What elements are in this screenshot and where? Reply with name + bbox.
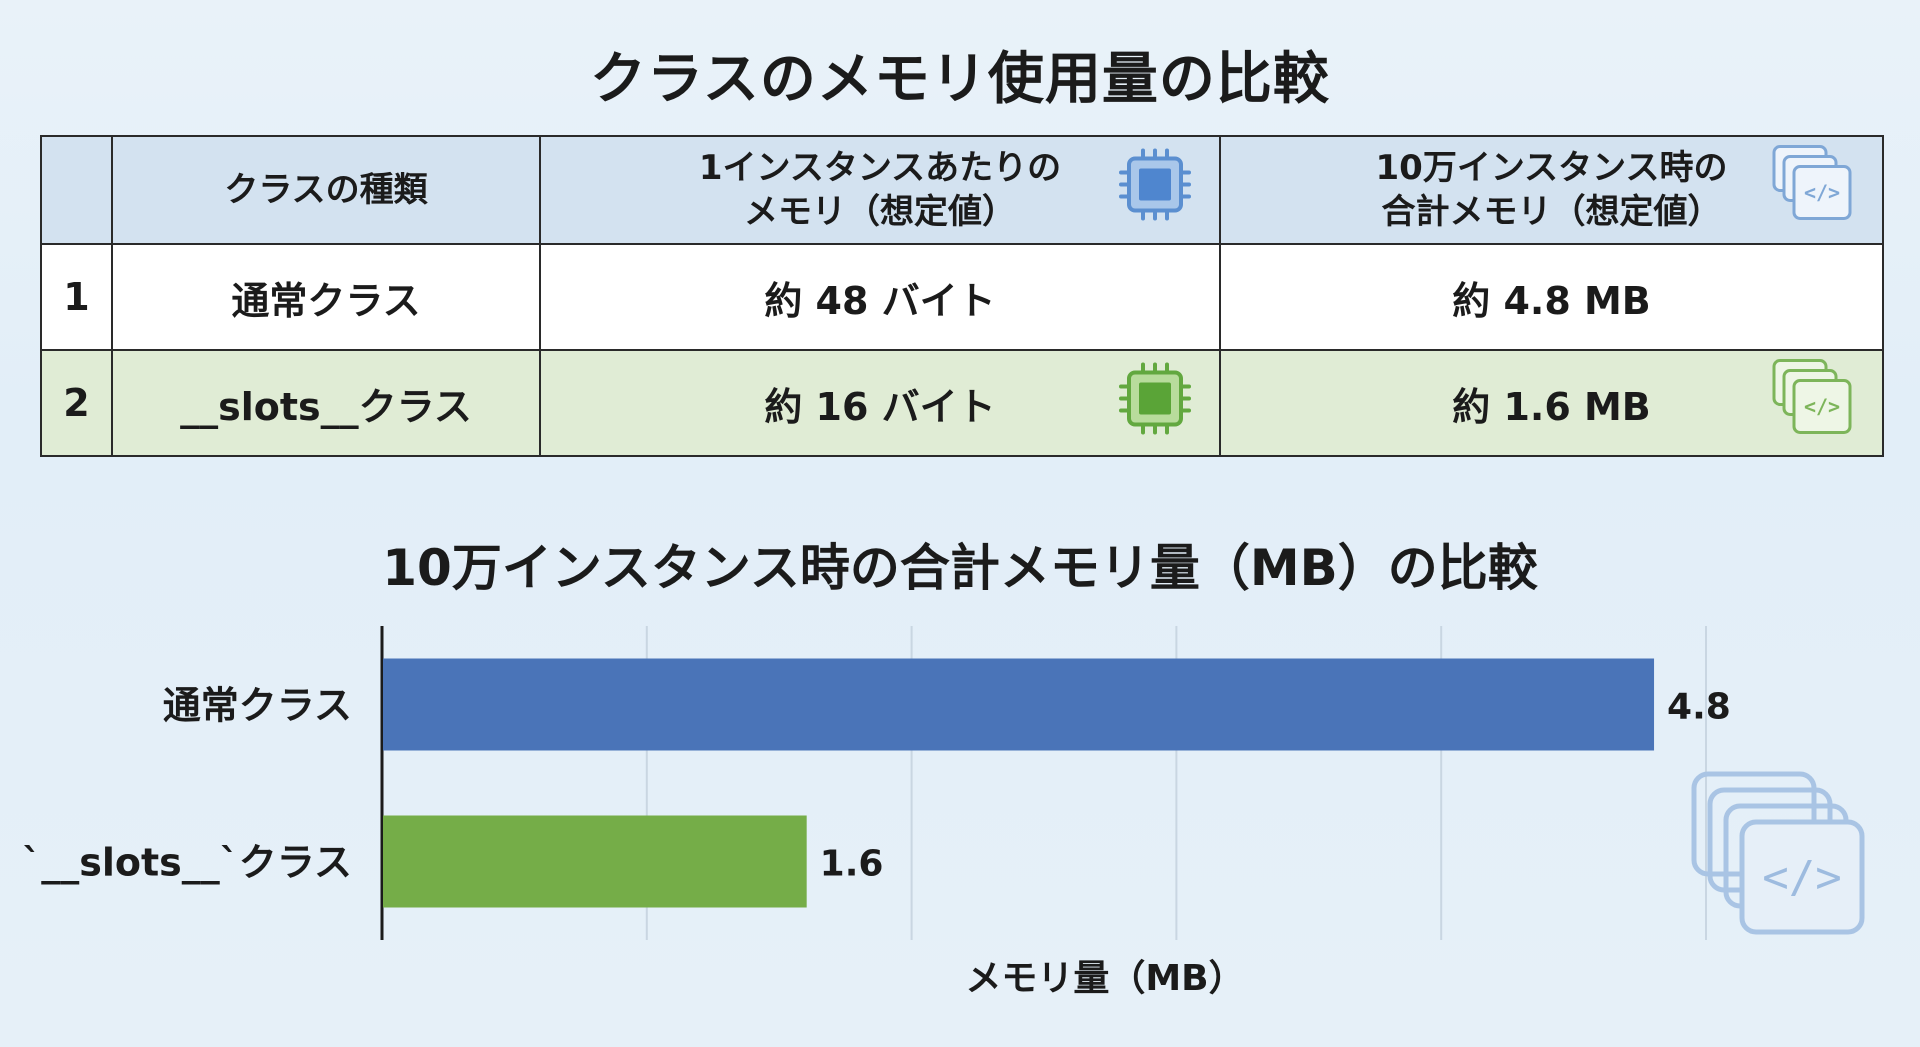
- header-total: 10万インスタンス時の 合計メモリ（想定値） </>: [1219, 135, 1884, 245]
- row-index: 2: [40, 349, 113, 457]
- header-per-instance-line2: メモリ（想定値）: [744, 192, 1016, 232]
- table-row: 1 通常クラス 約 48 バイト 約 4.8 MB: [40, 243, 1884, 351]
- stacked-code-files-icon: </>: [1770, 357, 1854, 450]
- row-per-instance-value: 約 16 バイト: [764, 384, 996, 429]
- stacked-code-files-icon: </>: [1690, 770, 1870, 944]
- header-index: [40, 135, 113, 245]
- bar: [383, 815, 807, 908]
- chart-title: 10万インスタンス時の合計メモリ量（MB）の比較: [382, 539, 1538, 597]
- table-header-row: クラスの種類 1インスタンスあたりの メモリ（想定値）: [40, 135, 1884, 245]
- cpu-chip-icon: [1119, 148, 1191, 232]
- header-per-instance-line1: 1インスタンスあたりの: [698, 148, 1062, 188]
- row-per-instance: 約 48 バイト: [539, 243, 1221, 351]
- comparison-table: クラスの種類 1インスタンスあたりの メモリ（想定値）: [40, 135, 1884, 457]
- category-label: `__slots__`クラス: [22, 841, 352, 885]
- data-label: 4.8: [1667, 687, 1731, 728]
- row-per-instance: 約 16 バイト: [539, 349, 1221, 457]
- stacked-code-files-icon: </>: [1770, 143, 1854, 238]
- row-total: 約 4.8 MB: [1219, 243, 1884, 351]
- svg-text:</>: </>: [1804, 395, 1840, 419]
- data-label: 1.6: [820, 844, 884, 885]
- category-label: 通常クラス: [163, 684, 352, 728]
- x-axis-label: メモリ量（MB）: [965, 958, 1244, 999]
- table-row: 2 __slots__クラス 約 16 バイト: [40, 349, 1884, 457]
- header-total-line1: 10万インスタンス時の: [1375, 148, 1728, 188]
- svg-text:</>: </>: [1804, 181, 1840, 205]
- row-index: 1: [40, 243, 113, 351]
- bar-chart: 通常クラス 4.8 `__slots__`クラス 1.6 メモリ量（MB）: [22, 626, 1731, 999]
- row-class-type: 通常クラス: [111, 243, 541, 351]
- bar: [383, 658, 1655, 751]
- header-total-line2: 合計メモリ（想定値）: [1381, 192, 1722, 232]
- page-title: クラスのメモリ使用量の比較: [590, 47, 1330, 112]
- header-class-type: クラスの種類: [111, 135, 541, 245]
- svg-text:</>: </>: [1762, 852, 1841, 903]
- cpu-chip-icon: [1119, 362, 1191, 444]
- header-per-instance: 1インスタンスあたりの メモリ（想定値）: [539, 135, 1221, 245]
- row-class-type: __slots__クラス: [111, 349, 541, 457]
- row-total: 約 1.6 MB </>: [1219, 349, 1884, 457]
- row-total-value: 約 1.6 MB: [1452, 384, 1651, 429]
